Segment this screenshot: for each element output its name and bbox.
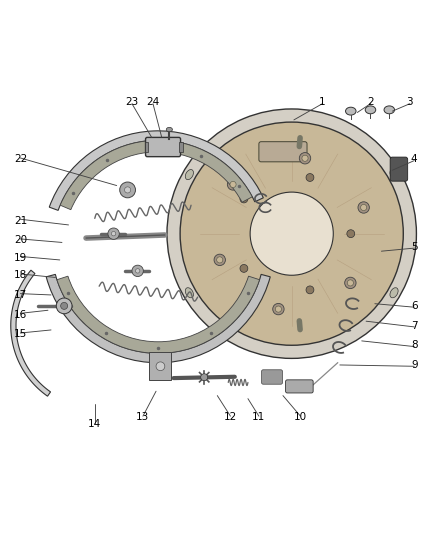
Circle shape bbox=[135, 269, 140, 273]
Circle shape bbox=[299, 152, 310, 164]
Circle shape bbox=[155, 362, 164, 370]
Text: 19: 19 bbox=[14, 253, 27, 263]
Text: 22: 22 bbox=[14, 154, 27, 164]
Text: 4: 4 bbox=[410, 154, 417, 164]
Text: 3: 3 bbox=[406, 98, 412, 107]
Text: 1: 1 bbox=[318, 98, 325, 107]
Circle shape bbox=[250, 192, 332, 275]
Text: 18: 18 bbox=[14, 270, 27, 280]
Circle shape bbox=[227, 179, 238, 190]
Ellipse shape bbox=[345, 107, 355, 115]
Text: 6: 6 bbox=[410, 301, 417, 311]
Ellipse shape bbox=[389, 288, 397, 298]
Circle shape bbox=[56, 298, 72, 314]
Circle shape bbox=[305, 286, 313, 294]
Wedge shape bbox=[60, 140, 252, 209]
Ellipse shape bbox=[383, 106, 394, 114]
Wedge shape bbox=[57, 276, 259, 353]
Text: 9: 9 bbox=[410, 360, 417, 370]
Bar bbox=[145, 142, 148, 152]
Text: 12: 12 bbox=[223, 413, 237, 423]
Polygon shape bbox=[11, 270, 50, 396]
Circle shape bbox=[216, 257, 223, 263]
FancyBboxPatch shape bbox=[261, 370, 282, 384]
Text: 7: 7 bbox=[410, 320, 417, 330]
FancyBboxPatch shape bbox=[285, 380, 312, 393]
Circle shape bbox=[214, 254, 225, 265]
Bar bbox=[179, 142, 182, 152]
Text: 5: 5 bbox=[410, 242, 417, 252]
Circle shape bbox=[344, 277, 355, 288]
Text: 2: 2 bbox=[366, 98, 373, 107]
Text: 14: 14 bbox=[88, 419, 101, 429]
FancyBboxPatch shape bbox=[389, 157, 407, 181]
Text: 13: 13 bbox=[136, 413, 149, 423]
Text: 16: 16 bbox=[14, 310, 27, 320]
Circle shape bbox=[200, 374, 207, 381]
Circle shape bbox=[301, 155, 307, 161]
Text: 21: 21 bbox=[14, 215, 27, 225]
Circle shape bbox=[108, 228, 119, 239]
Circle shape bbox=[120, 182, 135, 198]
Ellipse shape bbox=[364, 106, 375, 114]
Text: 20: 20 bbox=[14, 235, 27, 245]
Circle shape bbox=[346, 280, 353, 286]
Wedge shape bbox=[46, 274, 270, 363]
Text: 17: 17 bbox=[14, 290, 27, 300]
Text: 24: 24 bbox=[146, 98, 159, 107]
Text: 8: 8 bbox=[410, 340, 417, 350]
Circle shape bbox=[240, 264, 247, 272]
Text: 15: 15 bbox=[14, 329, 27, 340]
Circle shape bbox=[60, 302, 67, 309]
Circle shape bbox=[305, 174, 313, 181]
Circle shape bbox=[230, 181, 236, 188]
Circle shape bbox=[275, 306, 281, 312]
Circle shape bbox=[124, 187, 131, 193]
Circle shape bbox=[360, 205, 366, 211]
Circle shape bbox=[272, 303, 283, 315]
Ellipse shape bbox=[185, 288, 193, 298]
Text: 11: 11 bbox=[252, 413, 265, 423]
Bar bbox=[149, 352, 171, 380]
Text: 23: 23 bbox=[125, 98, 138, 107]
Circle shape bbox=[111, 231, 116, 236]
Wedge shape bbox=[49, 131, 263, 211]
Ellipse shape bbox=[185, 169, 193, 180]
Ellipse shape bbox=[166, 127, 172, 132]
Circle shape bbox=[240, 195, 247, 203]
Text: 10: 10 bbox=[293, 413, 306, 423]
Circle shape bbox=[132, 265, 143, 277]
Circle shape bbox=[346, 230, 354, 238]
Circle shape bbox=[357, 202, 368, 213]
Ellipse shape bbox=[389, 169, 397, 180]
FancyBboxPatch shape bbox=[145, 138, 180, 157]
Circle shape bbox=[177, 120, 405, 348]
FancyBboxPatch shape bbox=[258, 142, 306, 162]
